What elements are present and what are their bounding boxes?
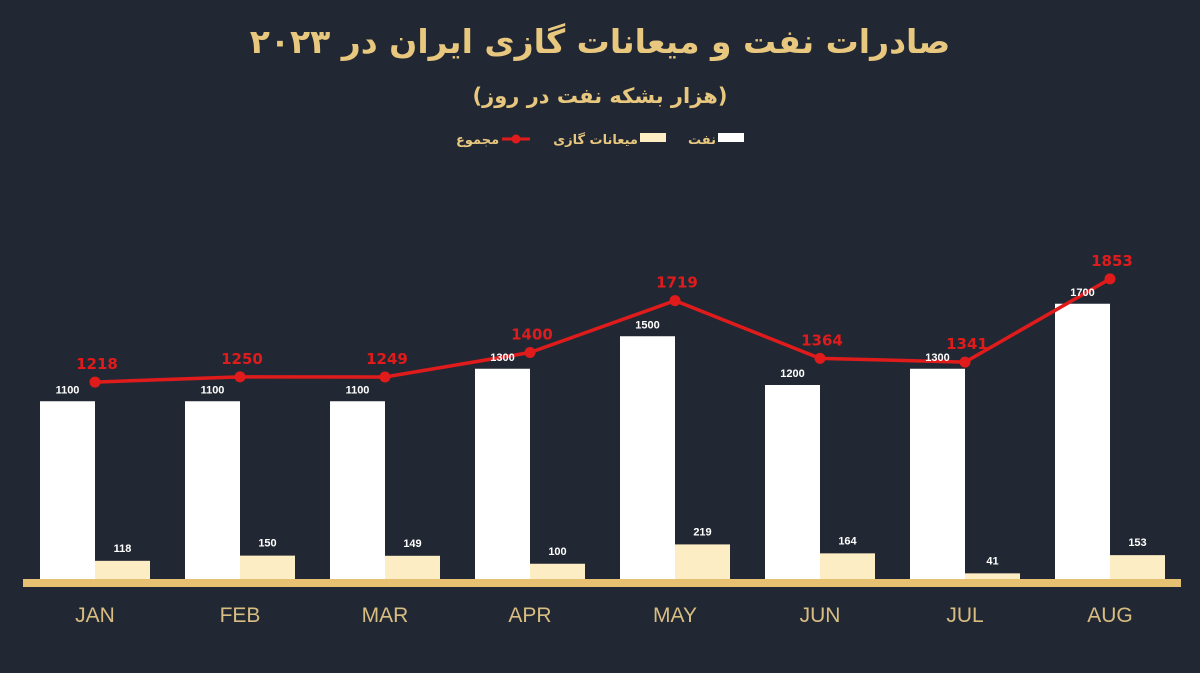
total-line <box>94 277 1111 384</box>
total-point-marker <box>1104 273 1116 285</box>
bar-label-condensate: 118 <box>114 543 132 555</box>
bar-oil-jan <box>40 401 95 580</box>
x-axis-line <box>23 579 1181 587</box>
bar-label-oil: 1700 <box>1070 287 1094 299</box>
bar-condensate-mar <box>385 555 440 580</box>
total-point-marker <box>524 347 536 358</box>
total-point-marker <box>379 371 391 383</box>
bar-oil-apr <box>475 368 530 580</box>
bar-label-oil: 1200 <box>780 368 804 380</box>
bar-condensate-jan <box>95 560 150 580</box>
bar-condensate-may <box>675 544 730 580</box>
total-point-marker <box>959 356 971 368</box>
chart-legend: مجموع میعانات گازی نفت <box>0 133 1200 148</box>
x-axis-label-aug: AUG <box>1087 604 1133 627</box>
total-label: 1218 <box>76 355 118 373</box>
bar-condensate-aug <box>1110 555 1165 580</box>
bar-label-condensate: 150 <box>258 538 276 550</box>
bar-oil-jul <box>910 368 965 580</box>
total-label: 1250 <box>221 350 263 368</box>
total-label: 1853 <box>1091 252 1133 270</box>
x-axis-label-jul: JUL <box>946 604 983 627</box>
bar-series-group <box>40 303 1165 580</box>
legend-item-condensate: میعانات گازی <box>553 133 666 148</box>
bar-label-condensate: 41 <box>986 555 998 567</box>
x-axis-label-may: MAY <box>653 604 697 627</box>
legend-item-total: مجموع <box>456 133 531 148</box>
bar-label-condensate: 149 <box>403 538 421 550</box>
legend-item-oil: نفت <box>688 133 744 148</box>
bar-oil-aug <box>1055 303 1110 580</box>
bar-label-condensate: 100 <box>548 546 566 558</box>
total-label: 1719 <box>656 274 698 292</box>
bar-condensate-jul <box>965 573 1020 580</box>
total-line-group <box>89 273 1116 388</box>
bar-oil-may <box>620 336 675 580</box>
bar-label-oil: 1500 <box>635 319 659 331</box>
bar-label-oil: 1100 <box>201 384 225 396</box>
total-point-marker <box>89 376 101 388</box>
bar-label-oil: 1100 <box>346 384 370 396</box>
total-label: 1364 <box>801 331 843 349</box>
legend-swatch-oil <box>717 133 744 142</box>
bar-label-condensate: 219 <box>693 526 711 538</box>
x-axis-label-apr: APR <box>508 604 551 627</box>
bar-label-oil: 1100 <box>56 384 80 396</box>
x-axis-label-feb: FEB <box>220 604 261 627</box>
bar-condensate-jun <box>820 553 875 580</box>
bar-oil-feb <box>185 401 240 580</box>
bar-label-oil: 1300 <box>490 352 514 364</box>
legend-label-total: مجموع <box>456 133 500 148</box>
total-label: 1249 <box>366 350 408 368</box>
labels-group: 1100 118 1218 JAN 1100 150 1250 FEB 1100 149 1249 M… <box>56 252 1147 627</box>
bar-label-condensate: 153 <box>1128 537 1146 549</box>
bar-oil-mar <box>330 401 385 580</box>
total-point-marker <box>234 371 246 383</box>
x-axis-label-jan: JAN <box>75 604 115 627</box>
legend-swatch-condensate <box>639 133 666 142</box>
chart-title: صادرات نفت و میعانات گازی ایران در ۲۰۲۳ <box>249 22 951 61</box>
x-axis-label-jun: JUN <box>800 604 841 627</box>
legend-line-marker-icon <box>502 134 531 143</box>
bar-label-condensate: 164 <box>838 535 857 547</box>
total-label: 1400 <box>511 326 553 344</box>
legend-label-oil: نفت <box>687 133 716 148</box>
bar-condensate-apr <box>530 563 585 580</box>
chart-subtitle: (هزار بشکه نفت در روز) <box>472 84 728 108</box>
legend-label-condensate: میعانات گازی <box>553 133 638 148</box>
total-point-marker <box>669 295 681 307</box>
x-axis-label-mar: MAR <box>362 604 409 627</box>
total-point-marker <box>814 352 826 364</box>
total-label: 1341 <box>946 335 988 353</box>
bar-condensate-feb <box>240 555 295 580</box>
bar-label-oil: 1300 <box>925 352 949 364</box>
bar-oil-jun <box>765 385 820 580</box>
